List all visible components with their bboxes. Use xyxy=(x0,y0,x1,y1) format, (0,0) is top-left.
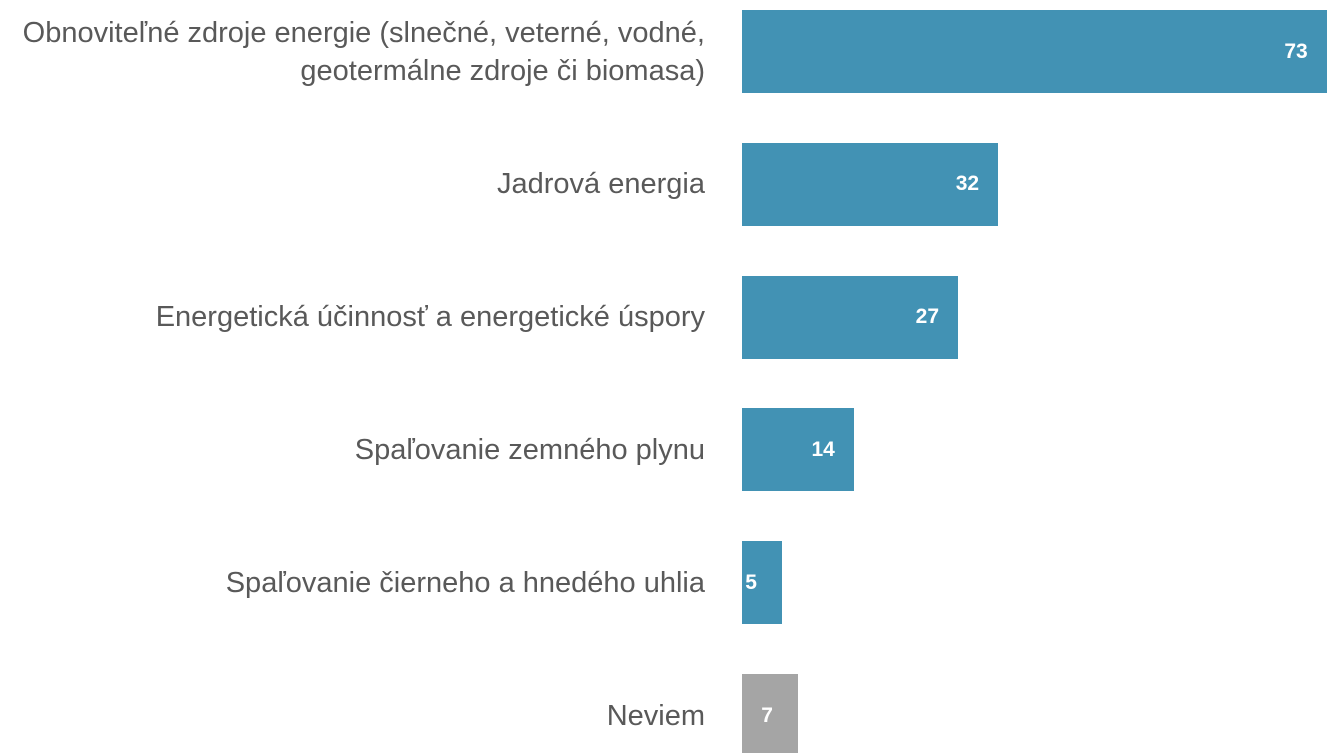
value-label: 5 xyxy=(745,570,757,594)
value-label: 73 xyxy=(1284,39,1308,63)
category-label: Spaľovanie čierneho a hnedého uhlia xyxy=(225,566,705,599)
bar xyxy=(742,10,1327,93)
bar xyxy=(742,408,855,492)
category-label: Energetická účinnosť a energetické úspor… xyxy=(155,301,705,334)
bar xyxy=(742,541,783,625)
value-label: 7 xyxy=(761,703,773,727)
category-label: Obnoviteľné zdroje energie (slnečné, vet… xyxy=(22,16,705,87)
category-label: Jadrová energia xyxy=(497,168,705,201)
value-label: 32 xyxy=(955,172,980,196)
category-label: Neviem xyxy=(606,699,705,732)
value-label: 27 xyxy=(915,305,940,329)
bar xyxy=(742,674,799,753)
bar xyxy=(742,275,959,359)
value-label: 14 xyxy=(811,437,835,461)
bar xyxy=(742,142,999,226)
category-label: Spaľovanie zemného plynu xyxy=(354,433,705,466)
